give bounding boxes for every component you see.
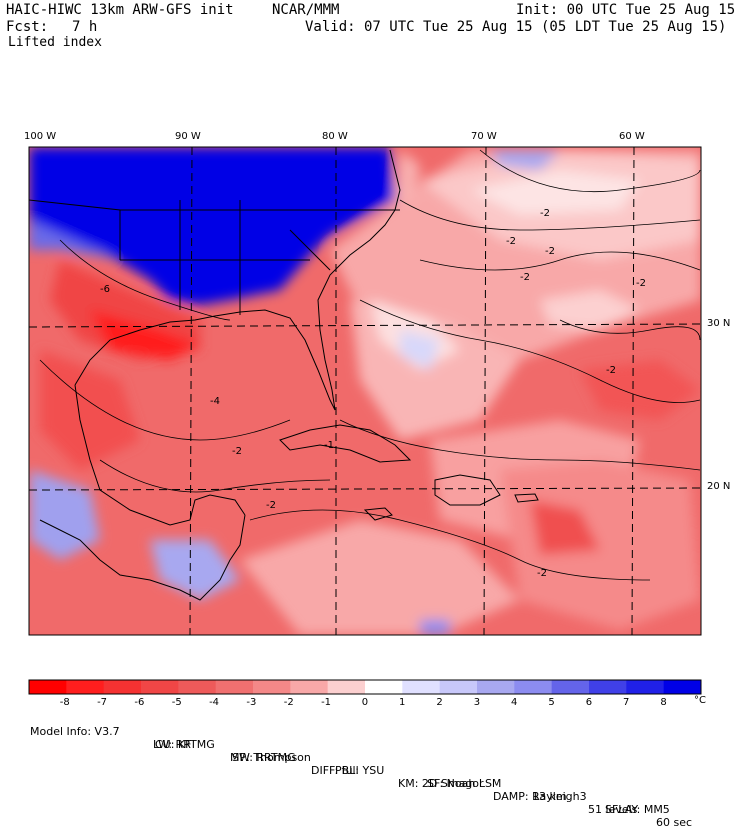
forecast-label: Fcst: bbox=[6, 19, 49, 35]
km-option: KM: 2D Smagor bbox=[398, 777, 484, 790]
lifted-index-map bbox=[28, 146, 702, 695]
footer-line-2: LW: RRTMG SW: RRTMG DIFF: full KM: 2D Sm… bbox=[30, 725, 710, 816]
colorbar-swatch bbox=[663, 680, 702, 694]
diff-option: DIFF: full bbox=[311, 764, 359, 777]
colorbar-swatch bbox=[178, 680, 217, 694]
contour-label: -6 bbox=[100, 284, 110, 295]
colorbar-tick-label: 2 bbox=[436, 697, 443, 708]
map-frame bbox=[28, 146, 702, 636]
colorbar-tick-label: 6 bbox=[585, 697, 593, 708]
damp-option: DAMP: Rayleigh3 bbox=[493, 790, 587, 803]
coastlines bbox=[29, 149, 539, 601]
colorbar-swatch bbox=[626, 680, 665, 694]
colorbar-tick-label: -2 bbox=[283, 697, 294, 708]
model-title: HAIC-HIWC 13km ARW-GFS init bbox=[6, 2, 234, 18]
lat-label-30n: 30 N bbox=[707, 318, 731, 329]
colorbar-tick-label: 3 bbox=[473, 697, 481, 708]
colorbar-tick-label: -1 bbox=[321, 697, 332, 708]
contour-label: -2 bbox=[506, 236, 516, 247]
colorbar-swatch bbox=[514, 680, 553, 694]
forecast-hours: 7 h bbox=[72, 19, 98, 35]
colorbar-tick-label: -5 bbox=[171, 697, 182, 708]
grid-lines bbox=[29, 147, 701, 635]
sw-scheme: SW: RRTMG bbox=[232, 751, 296, 764]
contour-label: -2 bbox=[545, 246, 555, 257]
colorbar-swatch bbox=[253, 680, 291, 694]
contour-label: -2 bbox=[232, 446, 242, 457]
lon-label-90w: 90 W bbox=[175, 131, 201, 142]
colorbar-unit: °C bbox=[694, 695, 706, 706]
colorbar-swatch bbox=[477, 680, 515, 694]
lon-label-70w: 70 W bbox=[471, 131, 497, 142]
contour-label: -2 bbox=[540, 208, 550, 219]
colorbar-swatch bbox=[66, 680, 105, 694]
colorbar-tick-label: -6 bbox=[134, 697, 145, 708]
contour-label: -1 bbox=[324, 440, 334, 451]
colorbar-swatch bbox=[290, 680, 329, 694]
colorbar-swatch bbox=[551, 680, 590, 694]
colorbar-tick-label: 7 bbox=[623, 697, 630, 708]
colorbar-tick-label: -4 bbox=[209, 697, 220, 708]
colorbar-swatch bbox=[141, 680, 179, 694]
colorbar-swatch bbox=[215, 680, 254, 694]
colorbar-tick-label: -8 bbox=[59, 697, 70, 708]
colorbar-tick-label: -7 bbox=[97, 697, 108, 708]
colorbar-swatch bbox=[402, 680, 441, 694]
valid-time: Valid: 07 UTC Tue 25 Aug 15 (05 LDT Tue … bbox=[305, 19, 727, 35]
timestep: 60 sec bbox=[656, 816, 693, 829]
colorbar-swatch bbox=[589, 680, 627, 694]
contour-label: -2 bbox=[636, 278, 646, 289]
colorbar-swatch bbox=[103, 680, 142, 694]
colorbar-swatch bbox=[327, 680, 366, 694]
org-label: NCAR/MMM bbox=[272, 2, 340, 18]
contour-label: -4 bbox=[210, 396, 220, 407]
field-name: Lifted index bbox=[8, 35, 102, 50]
colorbar-tick-label: 1 bbox=[399, 697, 406, 708]
lon-label-80w: 80 W bbox=[322, 131, 348, 142]
contour-label: -2 bbox=[266, 500, 276, 511]
colorbar-tick-label: 5 bbox=[548, 697, 555, 708]
lon-label-100w: 100 W bbox=[24, 131, 57, 142]
map-field bbox=[29, 147, 701, 635]
model-info: Model Info: V3.7 bbox=[30, 725, 120, 738]
colorbar-tick-label: 4 bbox=[511, 697, 518, 708]
colorbar-swatch bbox=[439, 680, 478, 694]
contour-label: -2 bbox=[520, 272, 530, 283]
lon-label-60w: 60 W bbox=[619, 131, 645, 142]
init-time: Init: 00 UTC Tue 25 Aug 15 bbox=[516, 2, 736, 18]
contour-label: -2 bbox=[606, 365, 616, 376]
colorbar-tick-label: 8 bbox=[660, 697, 667, 708]
colorbar-swatch bbox=[365, 680, 403, 694]
sflay-option: SFLAY: MM5 bbox=[605, 803, 670, 816]
colorbar-swatch bbox=[29, 680, 67, 694]
colorbar-tick-label: -3 bbox=[246, 697, 257, 708]
contour-label: -2 bbox=[537, 568, 547, 579]
contour-lines bbox=[39, 149, 701, 581]
lat-label-20n: 20 N bbox=[707, 481, 731, 492]
colorbar-tick-label: 0 bbox=[361, 697, 369, 708]
colorbar bbox=[29, 680, 702, 694]
